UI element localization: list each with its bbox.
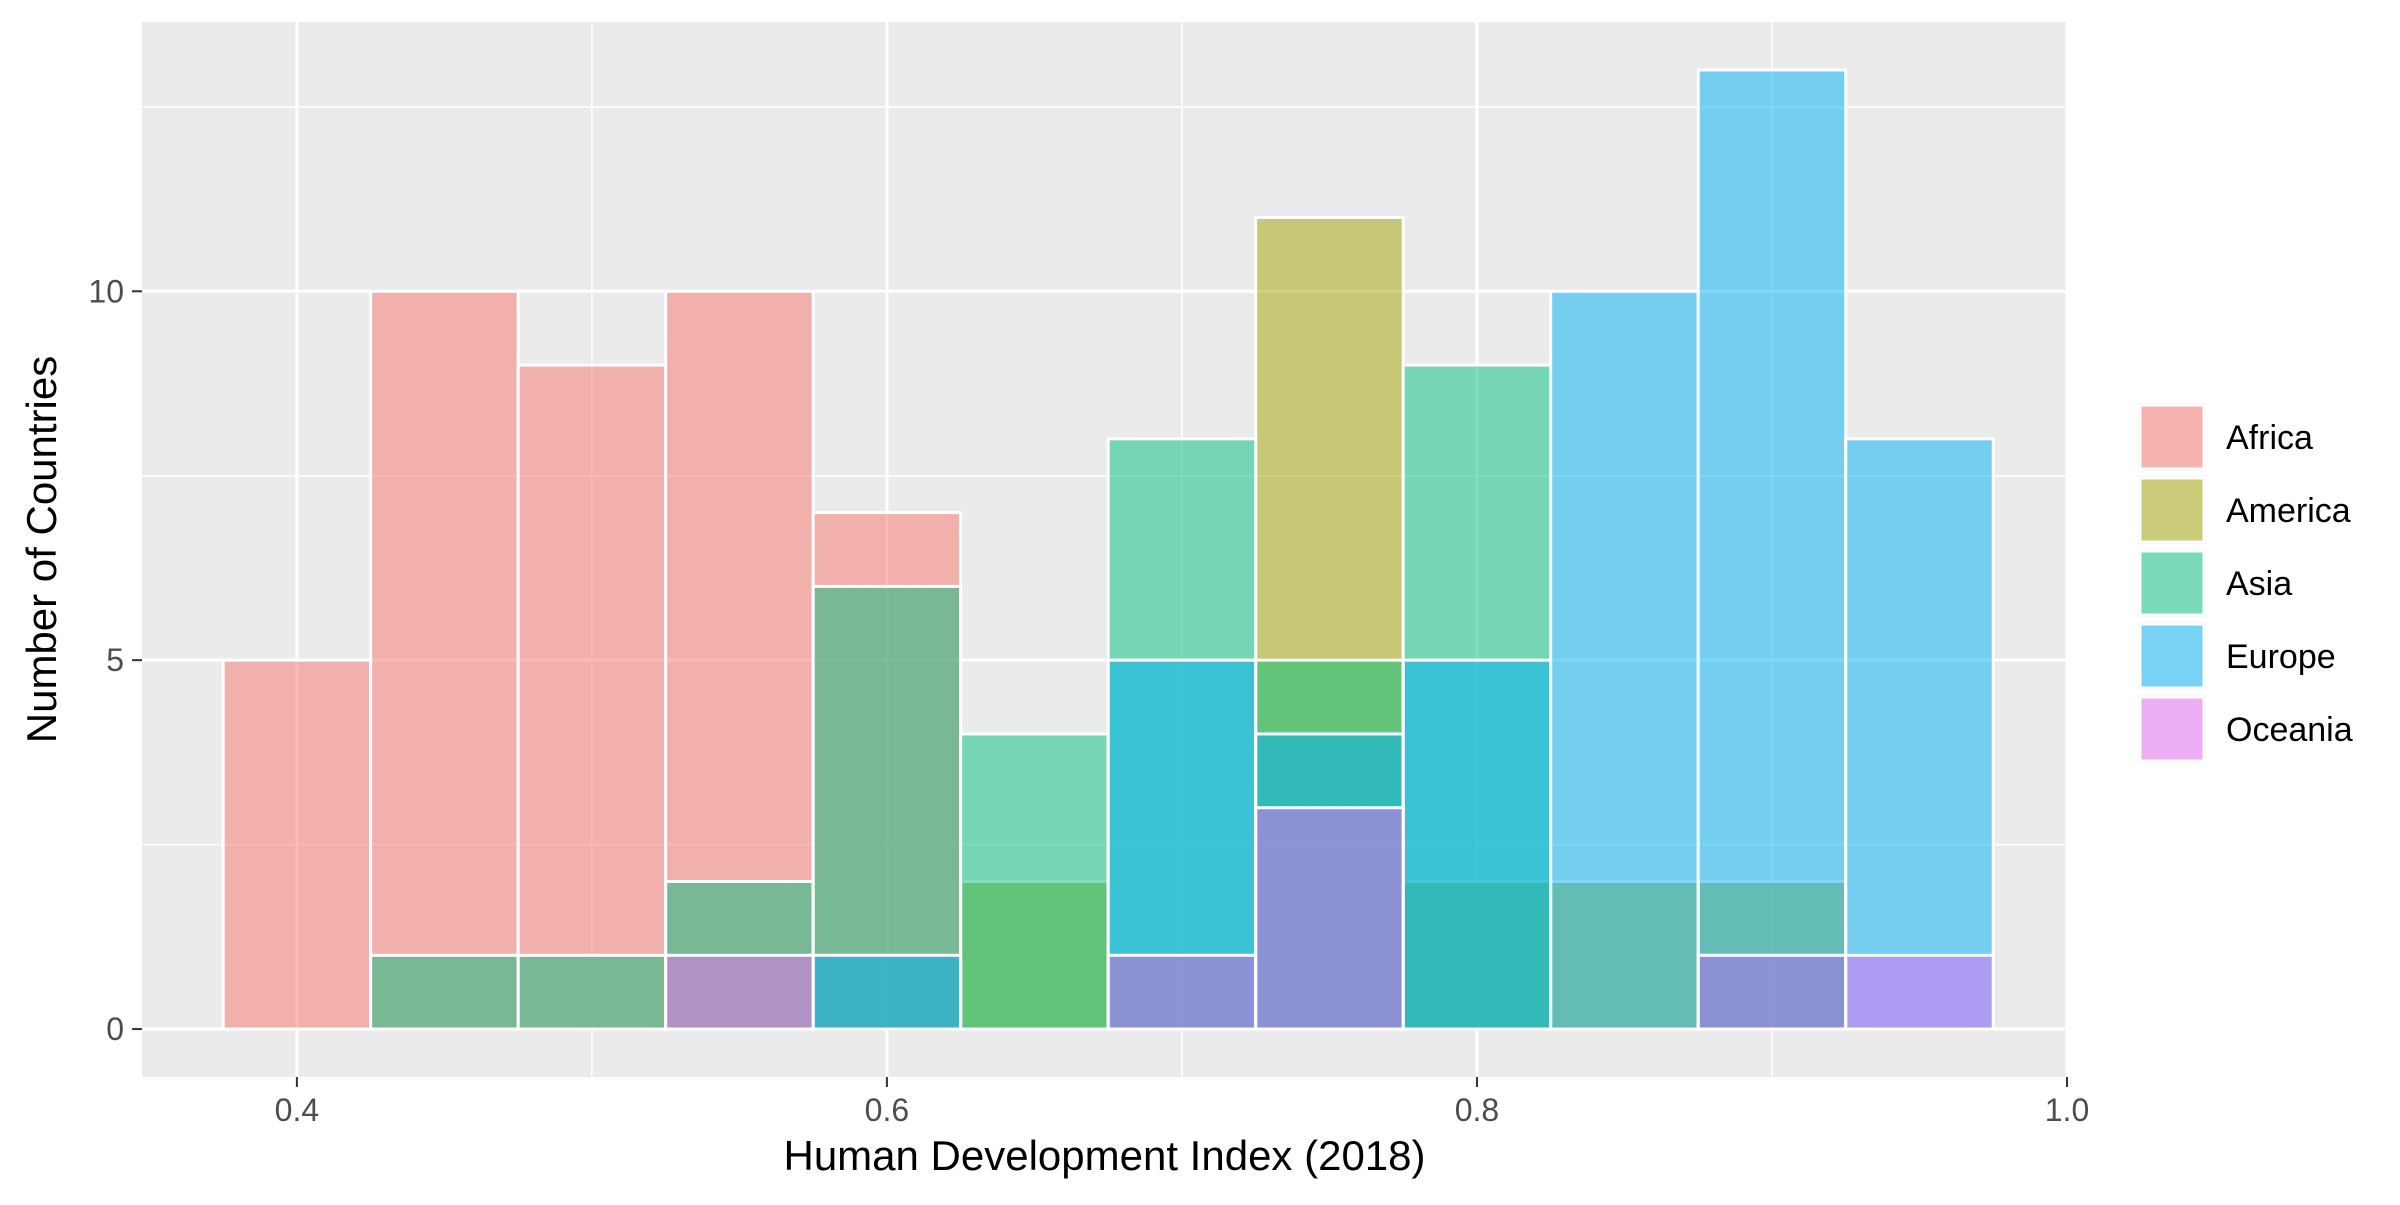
legend-label-asia: Asia	[2226, 565, 2292, 603]
bar-europe	[1696, 68, 1848, 1031]
bar-europe	[1549, 289, 1700, 1031]
x-tick-label: 0.6	[865, 1092, 909, 1128]
bar-asia	[959, 732, 1110, 1031]
x-axis-ticks: 0.4 0.6 0.8 1.0	[275, 1077, 2089, 1128]
bar-europe	[1401, 658, 1553, 1031]
bar-europe	[811, 953, 963, 1031]
x-axis-title: Human Development Index (2018)	[783, 1132, 1425, 1179]
bar-africa	[221, 658, 373, 1031]
y-tick-label: 0	[106, 1011, 124, 1047]
legend: Africa America Asia Europe Oceania	[2138, 403, 2353, 763]
legend-label-america: America	[2226, 492, 2351, 530]
bar-europe	[1844, 437, 1995, 1031]
y-tick-label: 5	[106, 642, 124, 678]
bar-oceania	[664, 953, 815, 1031]
bar-asia	[369, 953, 520, 1031]
legend-label-europe: Europe	[2226, 638, 2336, 676]
bar-asia	[516, 953, 668, 1031]
bar-oceania	[1844, 953, 1995, 1031]
x-tick-label: 0.4	[275, 1092, 319, 1128]
legend-label-oceania: Oceania	[2226, 711, 2353, 749]
y-axis-title: Number of Countries	[18, 356, 65, 744]
legend-label-africa: Africa	[2226, 419, 2313, 457]
bar-africa	[369, 289, 520, 1031]
bar-africa	[516, 363, 668, 1031]
x-tick-label: 0.8	[1455, 1092, 1499, 1128]
legend-swatch-africa	[2138, 403, 2206, 471]
legend-swatch-asia	[2138, 549, 2206, 617]
legend-swatch-europe	[2138, 622, 2206, 690]
bars	[221, 68, 1995, 1031]
bar-oceania	[1106, 953, 1258, 1031]
legend-swatch-oceania	[2138, 695, 2206, 763]
x-tick-label: 1.0	[2045, 1092, 2089, 1128]
y-tick-label: 10	[88, 273, 124, 309]
legend-swatch-america	[2138, 476, 2206, 544]
bar-oceania	[1254, 806, 1405, 1031]
y-axis-ticks: 0 5 10	[88, 273, 142, 1047]
bar-oceania	[1696, 953, 1848, 1031]
